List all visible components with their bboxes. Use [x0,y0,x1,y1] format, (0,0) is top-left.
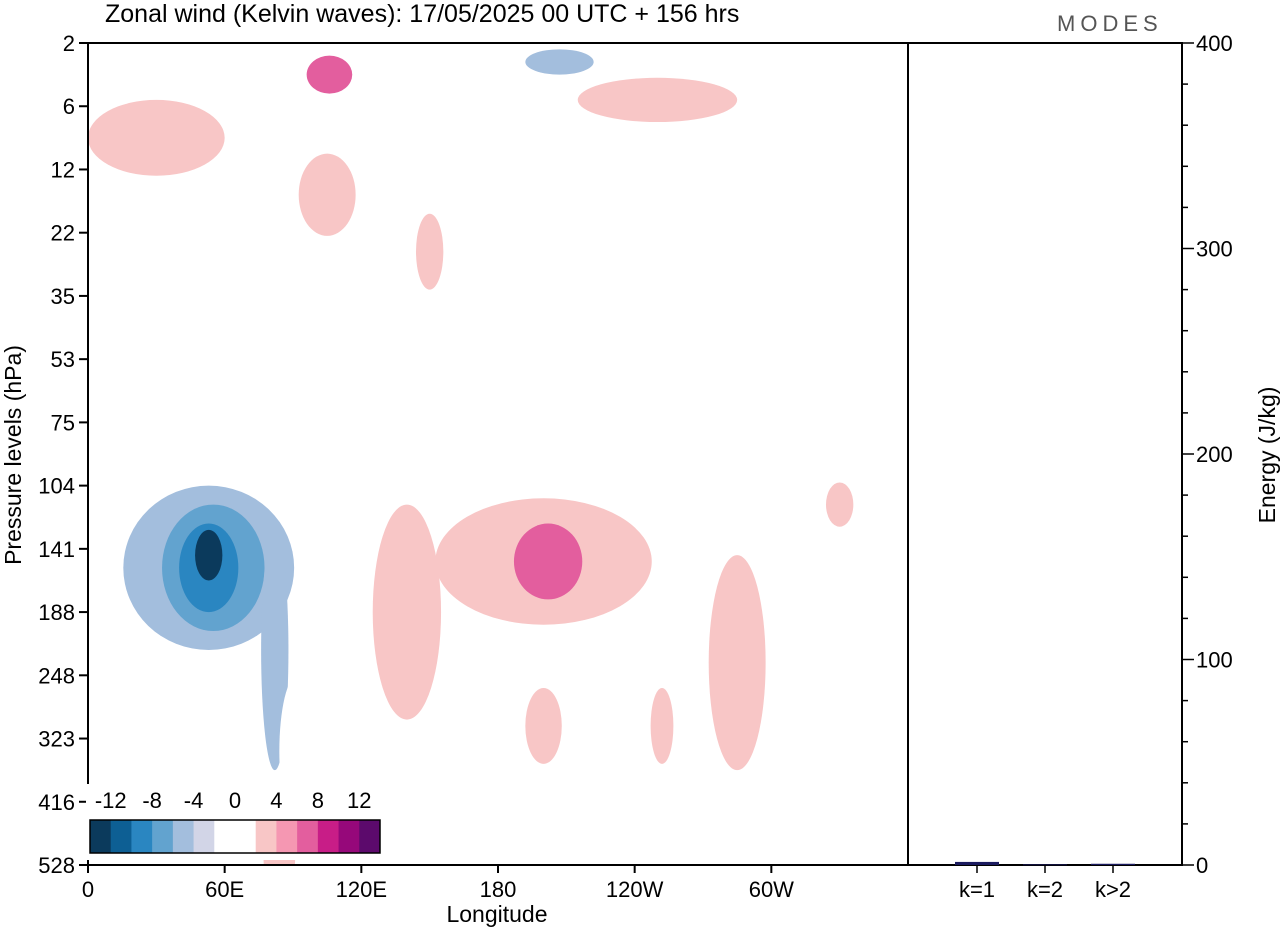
colorbar-frame [89,819,381,854]
contour-region [650,687,674,764]
y-tick-label: 22 [51,221,75,246]
colorbar-label: 8 [312,788,324,813]
energy-bar [1023,864,1067,866]
energy-bar-chart: 0 100 200 300 400 k=1 k=2 k>2 Energy (J/kg) [907,31,1280,902]
wind-contour-field [88,43,908,865]
contour-region [513,523,583,600]
contour-region [876,529,904,619]
energy-category-label: k=2 [1027,877,1063,902]
x-tick-label: 60E [205,877,244,902]
x-tick-label: 180 [480,877,517,902]
contour-region [416,213,444,290]
energy-frame [907,42,1183,866]
y-tick-label: 75 [51,410,75,435]
y-tick-label: 2 [63,31,75,56]
energy-tick-label: 200 [1196,442,1233,467]
colorbar-swatch [276,820,298,853]
contour-region [103,314,141,353]
contour-region [525,687,562,764]
colorbar-swatch [359,820,381,853]
contour-region [826,482,854,527]
chart-title: Zonal wind (Kelvin waves): 17/05/2025 00… [105,0,739,28]
energy-bar [955,861,999,865]
y-tick-label: 35 [51,284,75,309]
pressure-axis: 2 6 12 22 35 53 75 104 141 188 248 323 416 528 [38,31,88,878]
contour-region [703,112,908,151]
energy-tick-label: 0 [1196,853,1208,878]
x-tick-label: 60W [749,877,794,902]
energy-axis: 0 100 200 300 400 [1182,31,1233,878]
contour-region [525,49,594,75]
colorbar-label: 12 [347,788,371,813]
contour-region [261,529,289,771]
colorbar-swatch [193,820,215,853]
contour-region [708,555,766,771]
y-axis-label: Pressure levels (hPa) [0,345,26,565]
hovmoller-plot: 2 6 12 22 35 53 75 104 141 188 248 323 416 528 0 60E 12… [0,31,909,927]
contour-region [716,795,735,865]
y-tick-label: 53 [51,347,75,372]
energy-axis-label: Energy (J/kg) [1254,387,1280,524]
colorbar-swatch [255,820,277,853]
energy-category-label: k>2 [1095,877,1131,902]
colorbar-label: -12 [95,788,127,813]
colorbar-swatch [317,820,340,853]
longitude-axis: 0 60E 120E 180 120W 60W [82,865,794,902]
x-tick-label: 120E [336,877,387,902]
y-tick-label: 104 [38,474,75,499]
plot-frame [87,42,909,866]
energy-tick-label: 400 [1196,31,1233,56]
colorbar-swatch [90,820,112,853]
colorbar-legend: -12 -8 -4 0 4 8 12 [86,784,384,860]
energy-category-label: k=1 [959,877,995,902]
x-tick-label: 120W [606,877,664,902]
contour-region [306,55,353,94]
y-tick-label: 528 [38,853,75,878]
y-tick-label: 12 [51,157,75,182]
energy-bar [1091,863,1135,865]
contour-region [349,422,487,461]
y-tick-label: 6 [63,94,75,119]
colorbar-label: -4 [184,788,204,813]
energy-tick-label: 100 [1196,648,1233,673]
y-tick-label: 141 [38,537,75,562]
colorbar-label: 4 [270,788,282,813]
colorbar-swatch [152,820,174,853]
y-tick-label: 248 [38,663,75,688]
x-tick-label: 0 [82,877,94,902]
colorbar-swatch [172,820,195,853]
contour-region [195,529,223,581]
x-axis-label: Longitude [446,901,547,927]
energy-categories: k=1 k=2 k>2 [959,865,1131,902]
y-tick-label: 323 [38,727,75,752]
colorbar-swatch [214,820,236,853]
colorbar-swatch [297,820,319,853]
contour-region [372,504,442,720]
colorbar-label: 0 [229,788,241,813]
energy-bars [955,861,1135,866]
colorbar-label: -8 [142,788,162,813]
colorbar-swatch [235,820,257,853]
contour-region [88,99,225,176]
colorbar-swatch [110,820,132,853]
contour-region [298,153,356,236]
colorbar-swatch [131,820,153,853]
y-tick-label: 188 [38,600,75,625]
colorbar-swatch [338,820,360,853]
brand-logo: MODES [1057,11,1163,36]
y-tick-label: 416 [38,790,75,815]
contour-region [577,77,738,123]
energy-tick-label: 300 [1196,237,1233,262]
